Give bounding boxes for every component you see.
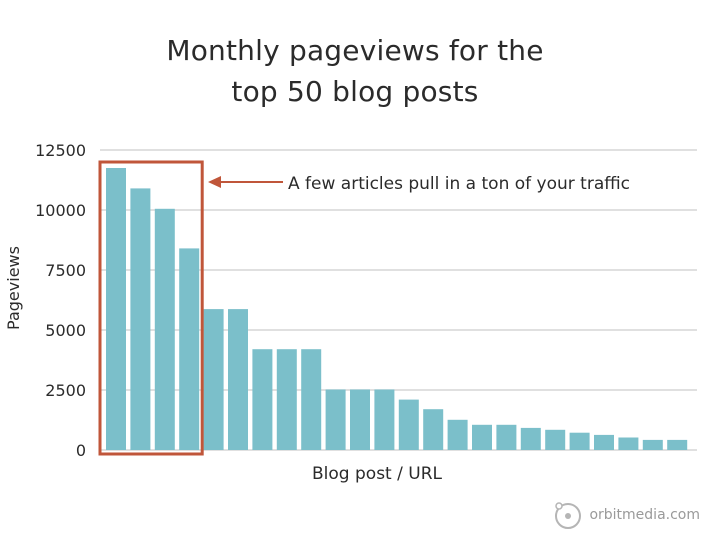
bar — [203, 309, 224, 450]
bar — [301, 349, 322, 450]
bar — [423, 409, 444, 450]
bar — [447, 419, 468, 450]
annotation-label: A few articles pull in a ton of your tra… — [288, 174, 630, 194]
bar — [276, 349, 297, 450]
bar — [374, 389, 395, 450]
bar — [472, 424, 492, 450]
bar — [545, 429, 566, 450]
orbit-logo-icon — [553, 500, 583, 530]
y-tick-label: 12500 — [35, 141, 86, 160]
y-tick-label: 5000 — [45, 321, 86, 340]
bar — [667, 439, 688, 450]
title-line-1: Monthly pageviews for the — [166, 34, 544, 67]
x-axis-label: Blog post / URL — [312, 464, 442, 484]
y-tick-label: 2500 — [45, 381, 86, 400]
y-tick-label: 10000 — [35, 201, 86, 220]
bar — [325, 389, 346, 450]
bar — [569, 432, 590, 450]
bar — [252, 349, 273, 450]
brand-watermark: orbitmedia.com — [553, 500, 700, 530]
bar — [594, 434, 614, 450]
y-tick-label: 0 — [76, 441, 86, 460]
annotation-arrow — [208, 176, 283, 188]
bar — [228, 309, 248, 450]
bar — [350, 389, 370, 450]
chart-title: Monthly pageviews for the top 50 blog po… — [0, 30, 710, 112]
y-tick-labels: 12500 10000 7500 5000 2500 0 — [35, 141, 86, 460]
bar — [154, 208, 175, 450]
bar — [106, 168, 126, 450]
bar — [496, 424, 517, 450]
brand-text: orbitmedia.com — [589, 507, 700, 523]
bar — [398, 399, 419, 450]
y-tick-label: 7500 — [45, 261, 86, 280]
title-line-2: top 50 blog posts — [231, 75, 479, 108]
bars — [106, 168, 688, 450]
bar — [520, 427, 541, 450]
bar — [618, 437, 639, 450]
bar — [179, 248, 200, 450]
y-axis-label: Pageviews — [4, 246, 23, 330]
bar — [642, 439, 663, 450]
bar — [130, 188, 151, 450]
highlight-box — [98, 160, 204, 456]
